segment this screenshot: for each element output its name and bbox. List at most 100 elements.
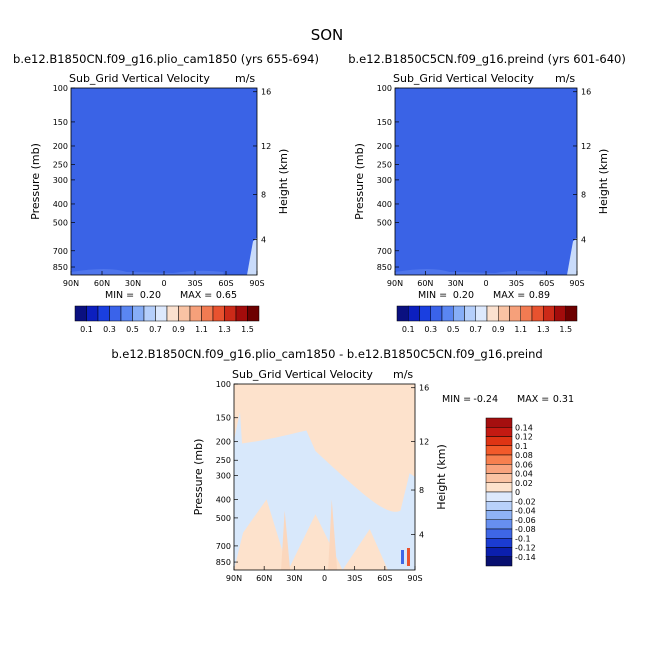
plot-field-fill bbox=[395, 88, 577, 275]
x-tick-label: 30N bbox=[448, 279, 464, 288]
colorbar-label: 1.5 bbox=[559, 325, 572, 334]
x-tick-label: 0 bbox=[161, 279, 166, 288]
colorbar-swatch bbox=[554, 305, 566, 322]
plot-field-sliver bbox=[247, 237, 257, 275]
colorbar-swatch bbox=[132, 305, 145, 322]
colorbar-swatch bbox=[247, 305, 260, 322]
colorbar-swatch bbox=[486, 305, 499, 322]
stat-max-label: MAX = bbox=[180, 290, 212, 301]
panel-units: m/s bbox=[555, 72, 575, 85]
colorbar-swatch bbox=[235, 305, 248, 322]
colorbar-swatch bbox=[485, 427, 513, 437]
x-tick-label: 0 bbox=[483, 279, 488, 288]
y2-tick-label: 4 bbox=[419, 531, 424, 540]
y2-axis-label: Height (km) bbox=[597, 149, 610, 215]
colorbar-swatch bbox=[565, 305, 578, 322]
colorbar-label: 0.7 bbox=[149, 325, 162, 334]
y-tick-label: 100 bbox=[53, 84, 68, 93]
y-tick-label: 500 bbox=[377, 219, 392, 228]
colorbar-label: 0.9 bbox=[172, 325, 185, 334]
colorbar-swatch bbox=[485, 464, 513, 474]
colorbar-label: 0.3 bbox=[424, 325, 437, 334]
colorbar-label: 0.1 bbox=[515, 442, 528, 451]
colorbar-swatch bbox=[453, 305, 465, 322]
stat-max-value: 0.65 bbox=[216, 290, 237, 301]
colorbar-label: 0.7 bbox=[469, 325, 482, 334]
colorbar-swatch bbox=[485, 482, 513, 493]
colorbar-label: 0.12 bbox=[515, 433, 533, 442]
colorbar-swatch bbox=[485, 519, 513, 530]
stat-max-label: MAX = bbox=[493, 290, 525, 301]
x-tick-label: 30N bbox=[286, 574, 302, 583]
colorbar-swatch bbox=[430, 305, 443, 322]
colorbar-label: 0.9 bbox=[492, 325, 505, 334]
colorbar-swatch bbox=[143, 305, 156, 322]
colorbar-swatch bbox=[485, 445, 513, 456]
colorbar-label: 0.5 bbox=[126, 325, 139, 334]
x-tick-label: 0 bbox=[322, 574, 327, 583]
panels: b.e12.B1850CN.f09_g16.plio_cam1850 (yrs … bbox=[13, 52, 626, 583]
colorbar-swatch bbox=[485, 473, 513, 483]
colorbar-swatch bbox=[396, 305, 409, 322]
colorbar-swatch bbox=[419, 305, 431, 322]
colorbar-swatch bbox=[201, 305, 214, 322]
colorbar-label: -0.12 bbox=[515, 544, 536, 553]
colorbar-swatch bbox=[189, 305, 202, 322]
y-tick-label: 200 bbox=[377, 142, 392, 151]
y2-tick-label: 8 bbox=[261, 191, 266, 200]
colorbar-swatch bbox=[464, 305, 476, 322]
x-tick-label: 90S bbox=[407, 574, 422, 583]
x-tick-label: 60N bbox=[94, 279, 110, 288]
colorbar-label: 0.08 bbox=[515, 451, 533, 460]
plot-extreme-max bbox=[407, 548, 410, 566]
panel-2: b.e12.B1850C5CN.f09_g16.preind (yrs 601-… bbox=[348, 52, 626, 334]
colorbar-swatch bbox=[485, 547, 513, 557]
stat-min-label: MIN = bbox=[105, 290, 134, 301]
x-tick-label: 90N bbox=[387, 279, 403, 288]
stat-min-value: 0.20 bbox=[453, 290, 474, 301]
colorbar-swatch bbox=[120, 305, 133, 322]
y-tick-label: 200 bbox=[53, 142, 68, 151]
y2-tick-label: 4 bbox=[581, 235, 586, 244]
colorbar-swatch bbox=[509, 305, 521, 322]
plot-negative-region bbox=[234, 411, 415, 570]
y2-tick-label: 16 bbox=[261, 88, 271, 97]
colorbar-swatch bbox=[224, 305, 237, 322]
y2-tick-label: 12 bbox=[261, 142, 271, 151]
plot-surface-contour bbox=[71, 269, 224, 275]
plot-positive-streak bbox=[281, 510, 291, 570]
y2-tick-label: 16 bbox=[581, 88, 591, 97]
colorbar-swatch bbox=[166, 305, 179, 322]
y-tick-label: 300 bbox=[377, 176, 392, 185]
y-tick-label: 850 bbox=[53, 263, 68, 272]
colorbar-swatch bbox=[408, 305, 420, 322]
y2-axis-label: Height (km) bbox=[277, 149, 290, 215]
panel-experiment-title: b.e12.B1850C5CN.f09_g16.preind (yrs 601-… bbox=[348, 52, 626, 66]
y-tick-label: 250 bbox=[377, 161, 392, 170]
colorbar-swatch bbox=[475, 305, 488, 322]
colorbar-swatch bbox=[531, 305, 544, 322]
y-tick-label: 300 bbox=[53, 176, 68, 185]
x-tick-label: 30S bbox=[347, 574, 362, 583]
colorbar-swatch bbox=[212, 305, 225, 322]
y-tick-label: 200 bbox=[216, 438, 231, 447]
colorbar-swatch bbox=[86, 305, 99, 322]
colorbar-label: -0.06 bbox=[515, 516, 536, 525]
x-tick-label: 90N bbox=[63, 279, 79, 288]
y-tick-label: 700 bbox=[53, 247, 68, 256]
colorbar-swatch bbox=[178, 305, 191, 322]
stat-min-value: 0.20 bbox=[140, 290, 161, 301]
colorbar-swatch bbox=[485, 417, 513, 428]
plot-positive-streak bbox=[328, 499, 338, 570]
colorbar-swatch bbox=[97, 305, 110, 322]
y-tick-label: 400 bbox=[216, 495, 231, 504]
plot-field-fill bbox=[71, 88, 257, 275]
colorbar-swatch bbox=[485, 556, 513, 567]
colorbar-swatch bbox=[485, 491, 513, 502]
stat-max-value: 0.89 bbox=[529, 290, 550, 301]
colorbar-label: 0.14 bbox=[515, 423, 533, 432]
x-tick-label: 60N bbox=[256, 574, 272, 583]
colorbar-label: 0.3 bbox=[103, 325, 116, 334]
colorbar-label: -0.04 bbox=[515, 507, 536, 516]
y2-tick-label: 12 bbox=[581, 142, 591, 151]
